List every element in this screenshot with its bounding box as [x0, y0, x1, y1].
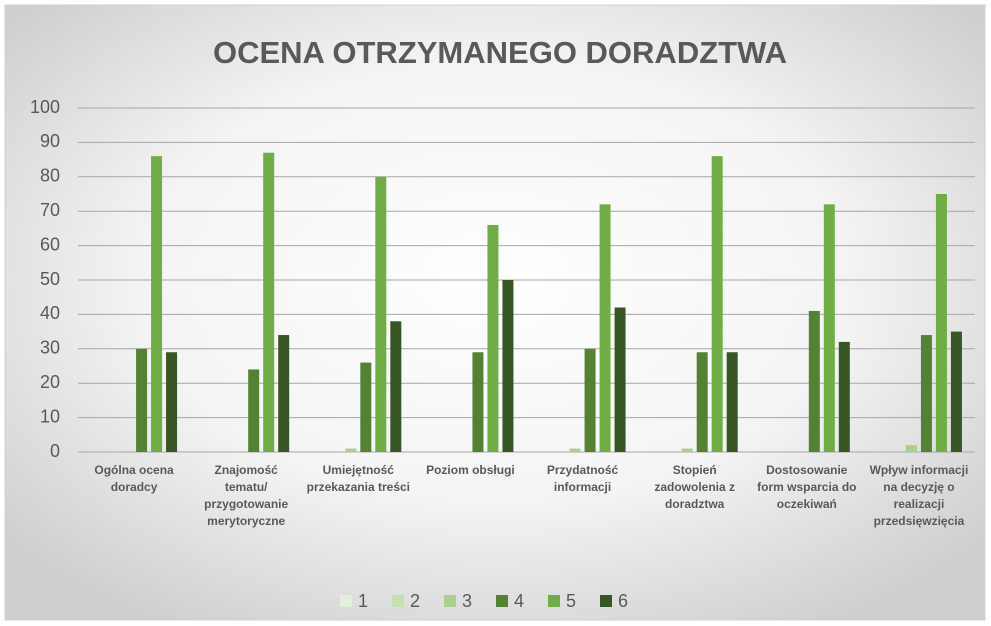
bar	[614, 307, 626, 452]
x-tick-label: Poziom obsługi	[426, 463, 515, 477]
legend-label: 4	[514, 591, 524, 611]
x-tick-label: Stopień zadowolenia z doradztwa	[654, 463, 736, 511]
legend-swatch	[340, 595, 352, 607]
bar	[345, 448, 357, 452]
y-tick-label: 90	[40, 131, 60, 151]
legend-swatch	[600, 595, 612, 607]
bar	[472, 352, 484, 452]
bar	[151, 156, 163, 452]
y-tick-label: 50	[40, 269, 60, 289]
bar	[808, 310, 820, 452]
bar	[166, 352, 178, 452]
y-tick-label: 40	[40, 303, 60, 323]
legend-swatch	[392, 595, 404, 607]
y-tick-label: 30	[40, 338, 60, 358]
legend-label: 1	[358, 591, 368, 611]
y-tick-label: 0	[50, 441, 60, 461]
x-tick-label: Dostosowanie form wsparcia do oczekiwań	[757, 463, 857, 511]
legend-swatch	[496, 595, 508, 607]
legend-label: 3	[462, 591, 472, 611]
bar	[823, 204, 835, 452]
chart-title: OCENA OTRZYMANEGO DORADZTWA	[213, 35, 787, 70]
x-tick-label: Ogólna ocena doradcy	[94, 463, 174, 494]
bar	[487, 224, 499, 452]
legend-label: 6	[618, 591, 628, 611]
bar	[360, 362, 372, 452]
x-tick-label: Znajomość tematu/ przygotowanie merytory…	[204, 463, 289, 528]
bar	[502, 280, 514, 452]
bar	[681, 448, 693, 452]
bar	[920, 335, 932, 452]
y-tick-label: 80	[40, 166, 60, 186]
bar	[950, 331, 962, 452]
x-tick-label: Przydatność informacji	[546, 463, 619, 494]
y-tick-label: 70	[40, 200, 60, 220]
bar	[726, 352, 738, 452]
bar	[390, 321, 402, 452]
bar	[905, 445, 917, 452]
bar	[711, 156, 723, 452]
bar	[935, 194, 947, 452]
bar	[696, 352, 708, 452]
legend-swatch	[444, 595, 456, 607]
bar	[838, 341, 850, 452]
bar	[599, 204, 611, 452]
x-tick-label: Wpływ informacji na decyzję o realizacji…	[869, 463, 969, 528]
y-tick-label: 60	[40, 234, 60, 254]
y-tick-label: 10	[40, 406, 60, 426]
bar	[263, 152, 275, 452]
y-tick-label: 100	[30, 97, 60, 117]
bar	[584, 348, 596, 452]
bar	[569, 448, 581, 452]
bar	[278, 335, 290, 452]
bar	[375, 176, 387, 453]
y-tick-label: 20	[40, 372, 60, 392]
x-tick-label: Umiejętność przekazania treści	[306, 463, 410, 494]
legend-swatch	[548, 595, 560, 607]
legend-label: 2	[410, 591, 420, 611]
bar	[248, 369, 260, 452]
legend-label: 5	[566, 591, 576, 611]
bar	[136, 348, 148, 452]
